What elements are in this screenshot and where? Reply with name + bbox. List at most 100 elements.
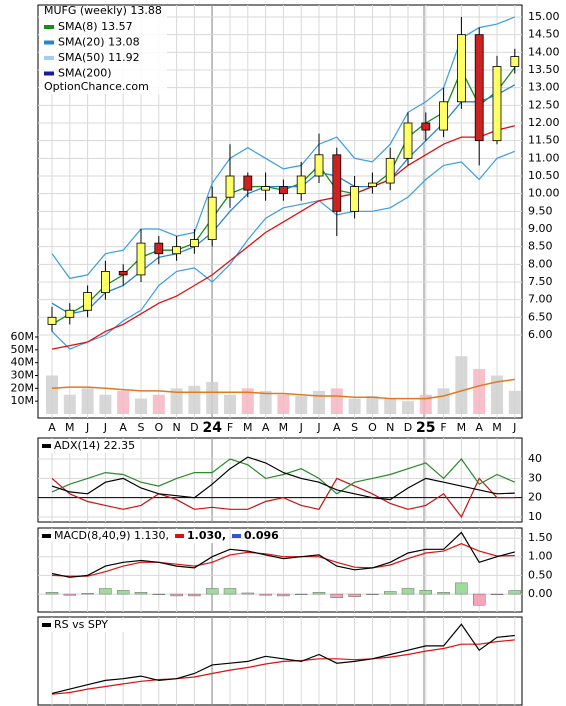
y-tick-label: 9.00 [528,222,553,235]
chart-title: MUFG (weekly) 13.88 [44,4,162,17]
x-tick-label: 24 [202,420,222,436]
x-tick-label: A [333,421,341,434]
volume-bar [170,388,183,414]
candle-body [154,242,164,255]
volume-average [51,378,515,400]
legend-label: SMA(8) 13.57 [58,20,133,33]
histogram-bar [241,592,255,595]
histogram-bar [116,590,130,595]
candle-body [421,122,431,131]
histogram-bar [384,591,397,595]
x-tick-label: F [440,421,446,434]
legend-label: 1.030, [187,529,226,542]
candle-body [136,242,146,276]
volume-bar [224,394,236,414]
indicator-line [51,477,515,519]
candle-body [47,316,57,325]
y-tick-label: 1.50 [528,531,553,544]
legend-label: ADX(14) 22.35 [54,439,135,452]
panel-frame [37,437,523,523]
volume-bar [206,381,219,414]
y-tick-label: 12.00 [528,116,560,129]
volume-bar [81,388,94,414]
x-tick-label: A [475,421,483,434]
histogram-bar [223,588,237,595]
histogram-bar [259,593,272,596]
histogram-bar [490,593,504,596]
histogram-bar [170,593,183,597]
legend-label: 0.096 [244,529,279,542]
candle-body [65,309,75,318]
histogram-bar [348,593,361,597]
y-tick-label: 11.50 [528,134,560,147]
legend-bg [39,6,167,94]
x-tick-label: A [48,421,56,434]
y-tick-label: 10.00 [528,187,560,200]
x-tick-label: S [138,421,145,434]
x-tick-label: S [351,421,358,434]
x-tick-label: M [492,421,502,434]
y-tick-label: 30 [528,471,542,484]
x-tick-label: M [65,421,75,434]
y-tick-label: 7.50 [528,275,553,288]
candle-body [510,56,520,67]
indicator-line [51,639,515,695]
y-tick-label: 13.50 [528,63,560,76]
legend-swatch [44,56,54,60]
volume-bar [46,375,58,414]
histogram-bar [152,593,166,595]
candle-body [314,154,324,177]
volume-bar [259,390,272,414]
y-tick-label: 0.50 [528,568,553,581]
candle-body [385,157,395,184]
candle-body [83,292,92,311]
volume-bar [366,396,379,414]
x-tick-label: M [457,421,467,434]
x-tick-label: J [299,421,303,434]
volume-bar [491,375,503,414]
indicator-line [51,458,516,495]
y-tick-label: 6.00 [528,328,553,341]
candle-body [118,270,128,276]
watermark: OptionChance.com [44,80,149,93]
x-tick-label: D [404,421,412,434]
candle-body [278,186,288,195]
histogram-bar [134,592,148,595]
candle-body [101,270,110,293]
x-tick-label: N [386,421,394,434]
y-tick-label: 10M [11,394,35,407]
volume-bar [330,388,343,414]
volume-bar [135,398,147,414]
panel-frame [37,527,523,613]
indicator-line [51,623,515,694]
y-tick-label: 20M [11,381,35,394]
sma-line [51,125,515,350]
y-tick-label: 8.00 [528,257,553,270]
candle-body [350,186,360,212]
histogram-bar [401,588,415,595]
candle-body [439,101,449,131]
histogram-bar [455,582,468,595]
y-tick-label: 30M [11,369,35,382]
volume-bar [63,394,76,414]
x-tick-label: M [279,421,289,434]
volume-bar [402,401,414,414]
legend-label: SMA(50) 11.92 [58,51,140,64]
candle-body [261,186,271,191]
legend-label: SMA(20) 13.08 [58,36,140,49]
candle-body [474,34,484,142]
x-tick-label: A [119,421,127,434]
volume-bar [419,394,432,414]
candle-body [172,246,182,255]
legend-swatch [42,623,51,627]
y-tick-label: 20 [528,491,542,504]
volume-bar [295,396,308,414]
y-tick-label: 50M [11,343,35,356]
candle-body [403,122,413,159]
candle-body [367,182,377,187]
histogram-bar [188,593,201,597]
y-tick-label: 0.00 [528,587,553,600]
x-tick-label: O [154,421,163,434]
y-tick-label: 40M [11,356,35,369]
